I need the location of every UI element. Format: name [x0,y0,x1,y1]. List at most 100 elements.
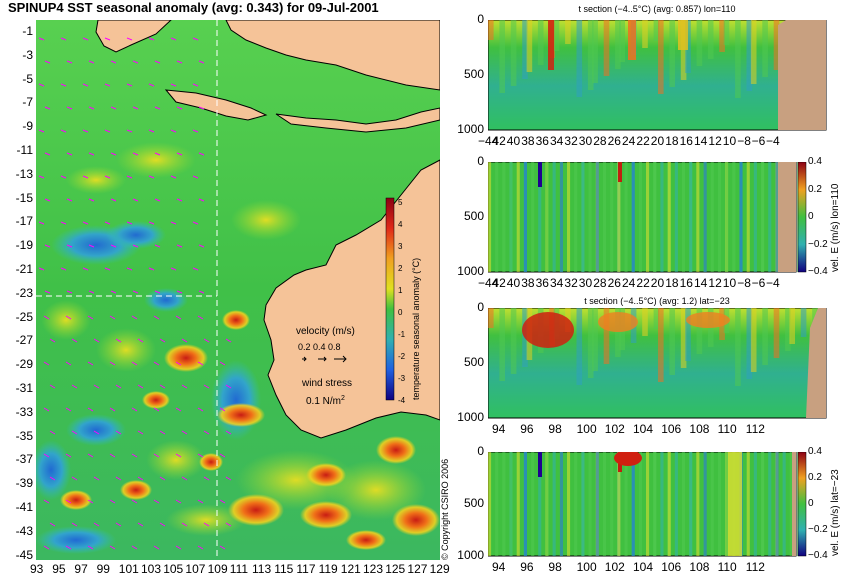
wind-arrow [110,290,117,294]
wind-arrow [82,175,89,179]
wind-arrow [148,37,155,41]
velocity-colorbar-tick: 0.4 [808,446,822,457]
wind-arrow [115,522,122,527]
depth-tick: 0 [477,154,484,168]
section-x-tick: 12 [708,276,722,290]
wind-arrow [154,244,161,248]
wind-arrow [148,129,155,133]
wind-arrow [38,129,45,133]
wind-arrow [87,407,94,412]
wind-arrow [181,430,188,435]
wind-arrow [176,60,183,64]
wind-arrow [176,106,183,110]
australia-land [263,159,440,439]
section-x-tick: 98 [548,560,562,574]
section-x-tick: 110 [717,560,737,574]
wind-arrow [49,522,56,527]
section-x-tick: 18 [665,276,679,290]
wind-arrow [154,60,161,64]
section-x-tick: 24 [622,134,636,148]
wind-arrow [176,198,183,202]
wind-arrow [93,476,100,481]
wind-arrow [198,290,205,294]
wind-arrow [115,384,122,389]
yellow-anomalies [41,142,426,536]
section-x-tick: 16 [679,276,693,290]
wind-arrow [132,198,139,202]
wind-arrow [203,338,210,343]
lon-tick: 95 [52,562,66,576]
wind-arrow [93,430,100,435]
wind-arrow [175,315,182,320]
lon-tick: 117 [296,562,316,576]
velocity-colorbar-tick: 0.2 [808,472,822,483]
sumatra-land [95,20,172,53]
wind-arrow [109,407,116,412]
warm-anomalies [60,310,440,550]
wind-arrow [175,545,182,550]
section-x-tick: 36 [535,134,549,148]
lon-tick: 101 [118,562,139,576]
lon-tick: 125 [385,562,406,576]
wind-arrow [148,221,155,225]
lat-tick: -29 [15,357,33,372]
wind-arrow [137,430,144,435]
velocity-colorbar-tick: 0.2 [808,183,822,195]
wind-arrow [198,152,205,156]
wind-arrow [176,290,183,294]
wind-arrow [159,476,166,481]
sst-colorbar-label: temperature seasonal anomaly (°C) [411,258,421,400]
wind-arrow [44,60,51,64]
velocity-legend-arrows [302,355,347,363]
wind-arrow [153,361,160,366]
wind-arrow [203,384,210,389]
section-x-tick: 20 [650,276,665,290]
wind-arrow [60,83,67,87]
lon-tick: 107 [185,562,206,576]
section-x-tick: 112 [745,560,765,574]
wind-arrow [87,453,94,458]
wind-arrow [87,361,94,366]
wind-arrow [104,175,111,179]
wind-arrow [192,267,199,271]
wind-arrow [225,384,232,389]
wind-arrow [110,152,117,156]
wind-arrow [197,499,204,504]
lat-tick: -39 [15,476,33,491]
wind-arrow [126,175,133,179]
section-x-tick: 100 [576,560,597,574]
depth-tick: 500 [463,67,484,81]
sst-colorbar-tick: -2 [398,352,406,361]
wind-arrow [175,361,182,366]
lat-tick: -3 [22,47,33,62]
wind-arrow [82,129,89,133]
wind-arrow [131,545,138,550]
wind-arrow [170,83,177,87]
lon-tick: 113 [252,562,272,576]
lat-tick: -35 [15,428,33,443]
wind-arrow [44,244,51,248]
wind-arrow [60,129,67,133]
wind-arrow [110,106,117,110]
wind-arrow [109,361,116,366]
velocity-colorbar-label: vel. E (m/s) lat=−23 [830,469,841,556]
wind-arrow [132,152,139,156]
copyright-text: © Copyright CSIRO 2006 [440,458,450,560]
wind-arrow [219,545,226,550]
wind-arrow [110,60,117,64]
section-x-tick: 112 [745,422,765,436]
depth-tick: 1000 [457,264,484,278]
velocity-colorbar-tick: −0.2 [808,238,828,250]
wind-legend-label: wind stress [301,378,352,389]
wind-arrow [66,60,73,64]
wind-arrow [109,545,116,550]
wind-arrow [137,338,144,343]
sst-colorbar-tick: -4 [398,396,406,405]
wind-arrow [225,522,232,527]
section-plot [488,20,827,131]
wind-arrow [148,175,155,179]
lat-tick: -31 [15,381,33,395]
wind-arrow [115,430,122,435]
section-x-tick: −44 [478,134,499,148]
section-x-tick: 14 [694,134,708,148]
